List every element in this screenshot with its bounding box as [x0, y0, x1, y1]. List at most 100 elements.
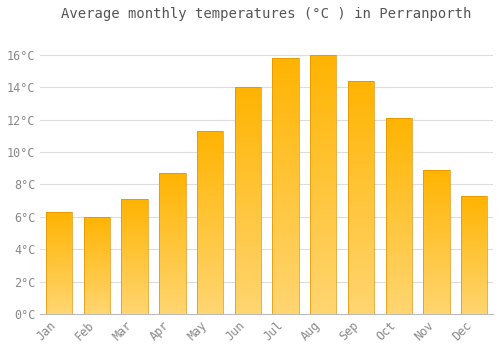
- Bar: [310, 241, 336, 246]
- Bar: [424, 170, 450, 314]
- Bar: [348, 295, 374, 300]
- Bar: [84, 294, 110, 296]
- Bar: [272, 227, 299, 232]
- Bar: [348, 183, 374, 188]
- Bar: [272, 232, 299, 237]
- Bar: [46, 277, 72, 279]
- Bar: [84, 304, 110, 306]
- Bar: [348, 234, 374, 239]
- Bar: [310, 169, 336, 174]
- Bar: [122, 275, 148, 277]
- Bar: [348, 267, 374, 272]
- Bar: [234, 173, 261, 178]
- Bar: [84, 310, 110, 312]
- Bar: [197, 303, 224, 307]
- Bar: [461, 279, 487, 281]
- Bar: [386, 267, 412, 271]
- Bar: [461, 269, 487, 271]
- Bar: [84, 281, 110, 283]
- Bar: [84, 298, 110, 300]
- Bar: [348, 132, 374, 137]
- Bar: [122, 293, 148, 295]
- Bar: [424, 259, 450, 262]
- Bar: [234, 232, 261, 237]
- Bar: [348, 155, 374, 160]
- Bar: [272, 160, 299, 166]
- Bar: [461, 304, 487, 307]
- Bar: [159, 258, 186, 260]
- Bar: [234, 210, 261, 214]
- Bar: [310, 200, 336, 205]
- Bar: [461, 271, 487, 274]
- Bar: [197, 274, 224, 277]
- Bar: [197, 296, 224, 299]
- Bar: [234, 291, 261, 296]
- Bar: [386, 282, 412, 286]
- Bar: [84, 267, 110, 269]
- Bar: [386, 165, 412, 169]
- Bar: [348, 286, 374, 290]
- Bar: [348, 202, 374, 207]
- Bar: [424, 173, 450, 176]
- Bar: [46, 236, 72, 238]
- Bar: [424, 265, 450, 268]
- Bar: [310, 252, 336, 257]
- Bar: [310, 133, 336, 138]
- Bar: [310, 70, 336, 76]
- Bar: [122, 213, 148, 215]
- Bar: [348, 290, 374, 295]
- Bar: [310, 226, 336, 231]
- Bar: [424, 311, 450, 314]
- Bar: [197, 149, 224, 153]
- Bar: [272, 176, 299, 181]
- Bar: [46, 295, 72, 298]
- Bar: [84, 279, 110, 281]
- Bar: [234, 278, 261, 282]
- Bar: [310, 205, 336, 210]
- Bar: [234, 251, 261, 255]
- Bar: [84, 300, 110, 302]
- Bar: [122, 217, 148, 220]
- Bar: [461, 260, 487, 262]
- Bar: [348, 304, 374, 309]
- Bar: [424, 268, 450, 271]
- Bar: [272, 252, 299, 258]
- Bar: [234, 164, 261, 169]
- Bar: [386, 302, 412, 306]
- Bar: [234, 268, 261, 273]
- Bar: [348, 272, 374, 276]
- Bar: [461, 236, 487, 238]
- Bar: [310, 96, 336, 102]
- Bar: [310, 153, 336, 159]
- Bar: [348, 220, 374, 225]
- Bar: [234, 160, 261, 164]
- Bar: [386, 263, 412, 267]
- Bar: [197, 244, 224, 248]
- Bar: [272, 89, 299, 94]
- Bar: [348, 193, 374, 197]
- Bar: [197, 153, 224, 156]
- Bar: [461, 203, 487, 205]
- Bar: [197, 168, 224, 171]
- Bar: [197, 142, 224, 146]
- Bar: [461, 309, 487, 312]
- Bar: [159, 173, 186, 176]
- Bar: [424, 202, 450, 204]
- Bar: [84, 308, 110, 310]
- Bar: [310, 55, 336, 60]
- Bar: [122, 309, 148, 312]
- Bar: [46, 265, 72, 267]
- Bar: [159, 218, 186, 221]
- Bar: [461, 257, 487, 260]
- Bar: [159, 224, 186, 226]
- Bar: [386, 294, 412, 298]
- Bar: [197, 219, 224, 223]
- Bar: [272, 304, 299, 309]
- Bar: [197, 204, 224, 208]
- Bar: [197, 307, 224, 310]
- Bar: [348, 160, 374, 165]
- Bar: [424, 213, 450, 216]
- Bar: [386, 232, 412, 236]
- Bar: [159, 308, 186, 311]
- Bar: [84, 226, 110, 229]
